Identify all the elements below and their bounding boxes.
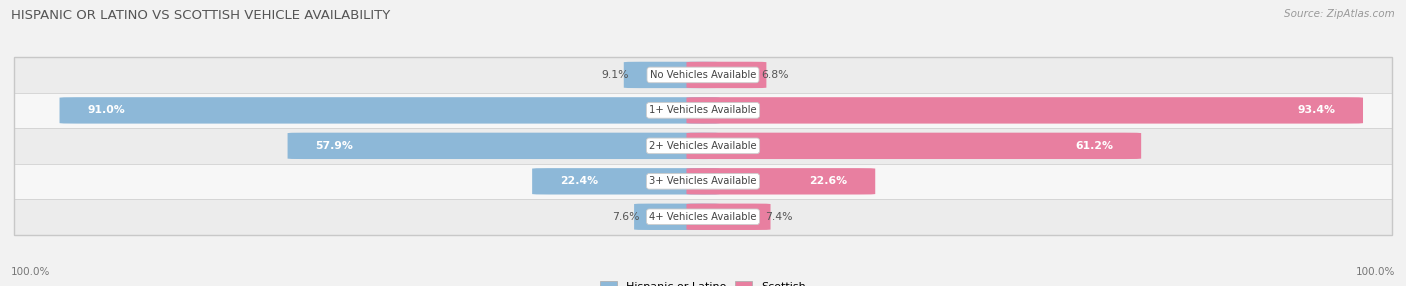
Text: 6.8%: 6.8% [761, 70, 789, 80]
Text: HISPANIC OR LATINO VS SCOTTISH VEHICLE AVAILABILITY: HISPANIC OR LATINO VS SCOTTISH VEHICLE A… [11, 9, 391, 21]
Bar [14, 164, 1392, 199]
Text: 100.0%: 100.0% [11, 267, 51, 277]
Text: 7.6%: 7.6% [612, 212, 640, 222]
Text: 4+ Vehicles Available: 4+ Vehicles Available [650, 212, 756, 222]
FancyBboxPatch shape [634, 204, 720, 230]
Legend: Hispanic or Latino, Scottish: Hispanic or Latino, Scottish [596, 277, 810, 286]
Text: 9.1%: 9.1% [602, 70, 630, 80]
Bar [14, 199, 1392, 235]
Text: Source: ZipAtlas.com: Source: ZipAtlas.com [1284, 9, 1395, 19]
Text: 2+ Vehicles Available: 2+ Vehicles Available [650, 141, 756, 151]
FancyBboxPatch shape [624, 62, 720, 88]
Text: No Vehicles Available: No Vehicles Available [650, 70, 756, 80]
Text: 3+ Vehicles Available: 3+ Vehicles Available [650, 176, 756, 186]
Text: 57.9%: 57.9% [315, 141, 353, 151]
Text: 100.0%: 100.0% [1355, 267, 1395, 277]
Text: 93.4%: 93.4% [1298, 106, 1336, 115]
FancyBboxPatch shape [686, 62, 766, 88]
FancyBboxPatch shape [686, 97, 1362, 124]
FancyBboxPatch shape [686, 133, 1142, 159]
Bar [14, 57, 1392, 93]
FancyBboxPatch shape [686, 168, 875, 194]
FancyBboxPatch shape [59, 97, 720, 124]
Text: 1+ Vehicles Available: 1+ Vehicles Available [650, 106, 756, 115]
Bar [14, 93, 1392, 128]
FancyBboxPatch shape [288, 133, 720, 159]
Text: 7.4%: 7.4% [765, 212, 793, 222]
Text: 91.0%: 91.0% [87, 106, 125, 115]
Text: 22.6%: 22.6% [810, 176, 848, 186]
FancyBboxPatch shape [531, 168, 720, 194]
Bar [14, 128, 1392, 164]
Text: 22.4%: 22.4% [560, 176, 598, 186]
Text: 61.2%: 61.2% [1076, 141, 1114, 151]
FancyBboxPatch shape [686, 204, 770, 230]
